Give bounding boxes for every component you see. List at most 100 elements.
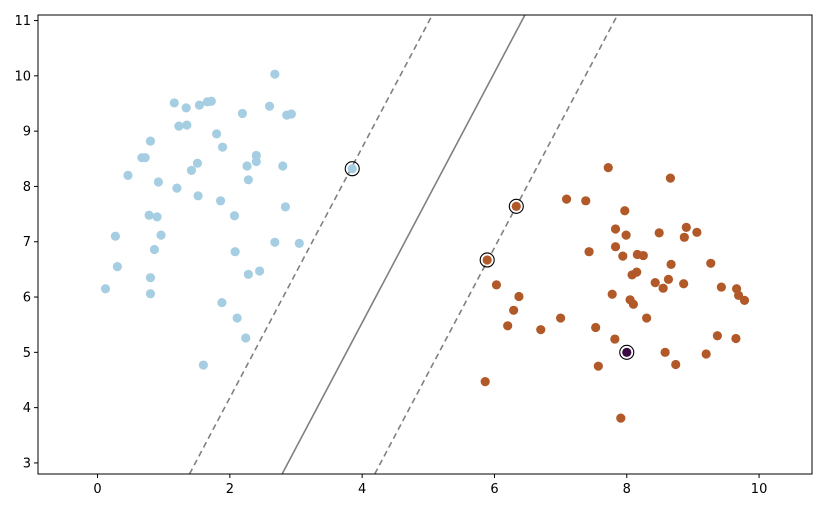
data-point-class-b [666,259,676,270]
class-b-points [480,163,750,423]
data-point-class-a [237,108,248,119]
data-point-class-a [149,244,160,255]
data-point-class-a [169,98,179,108]
x-tick-label: 0 [93,482,101,497]
data-point-class-a [145,289,156,299]
data-point-class-a [123,170,133,180]
data-point-class-b [706,258,716,268]
data-point-class-a [181,103,191,113]
data-point-class-a [215,196,226,206]
data-point-highlighted [622,347,632,357]
data-point-class-a [251,150,261,161]
data-point-class-b [663,274,674,284]
data-point-class-a [270,69,280,79]
data-point-class-a [153,177,163,187]
data-point-class-b [679,232,689,242]
data-point-class-a [241,333,251,343]
x-tick-label: 2 [226,482,234,497]
margin-line-lower [374,15,619,474]
y-tick-label: 11 [14,14,31,29]
data-point-class-a [270,237,280,247]
data-point-class-a [278,161,288,171]
data-point-class-b [665,173,676,183]
data-point-class-b [480,377,490,387]
data-point-class-a [243,175,253,185]
support-vector-ring [479,252,495,268]
x-tick-label: 4 [358,482,366,497]
data-point-class-a [172,183,182,193]
data-point-class-b [654,228,664,238]
data-point-class-b [632,267,642,277]
y-axis: 3 4 5 6 7 8 9 10 11 [14,14,38,471]
data-point-class-b [581,196,591,206]
data-point-class-a [230,247,240,257]
support-vector-ring [508,198,524,214]
y-tick-label: 9 [23,125,31,140]
data-point-class-b [658,283,668,293]
data-point-class-a [174,121,184,131]
data-point-class-b [607,289,617,299]
data-point-class-a [145,136,156,146]
data-point-class-b [716,282,726,292]
data-point-class-a [229,211,240,221]
y-tick-label: 5 [23,346,31,361]
data-point-class-a [243,269,253,279]
data-point-class-a [212,129,222,139]
plot-area [188,15,619,474]
support-vector-ring [344,161,360,177]
data-point-class-a [286,109,296,119]
data-point-class-b [679,279,689,289]
data-point-class-a [182,120,192,130]
data-point-class-b [616,413,626,423]
y-tick-label: 6 [23,291,31,306]
data-point-class-b [671,359,681,370]
data-point-class-a [152,212,162,222]
data-point-class-a [264,101,275,111]
data-point-class-a [140,153,150,163]
data-point-class-b [620,206,630,216]
support-vector-ring [619,344,635,360]
data-point-class-b [618,251,628,261]
data-point-class-b [650,278,660,288]
y-tick-label: 7 [23,235,31,250]
data-point-class-b [610,242,621,252]
data-point-class-a [144,210,154,220]
data-point-class-b [603,163,613,173]
decision-boundary-line [281,15,526,474]
data-point-class-a [112,262,122,272]
data-point-class-b [514,291,524,302]
y-tick-label: 8 [23,180,31,195]
data-point-class-b [511,201,521,211]
data-point-class-a [294,238,304,248]
data-point-class-b [628,299,638,309]
data-point-class-b [638,250,648,261]
data-point-class-a [198,360,208,370]
data-point-class-b [701,349,711,359]
data-point-class-b [482,255,492,265]
data-point-class-b [660,347,670,357]
data-point-class-a [255,266,265,276]
data-point-class-b [731,333,741,344]
data-point-class-b [491,280,502,290]
data-point-class-a [156,230,166,240]
data-point-class-a [217,142,228,152]
x-tick-label: 10 [751,482,768,497]
data-point-class-a [186,165,197,175]
y-tick-label: 4 [23,401,31,416]
data-point-class-b [536,325,546,335]
data-point-class-a [110,231,120,241]
data-point-class-b [692,227,702,237]
data-point-class-b [591,322,601,333]
data-point-class-b [556,313,566,323]
data-point-class-a [206,96,216,106]
data-point-class-b [712,331,723,341]
margin-line-upper [188,15,433,474]
data-point-class-a [194,100,205,110]
data-point-class-b [509,305,519,315]
data-point-class-b [681,222,691,232]
data-point-class-a [192,158,203,168]
x-tick-label: 8 [623,482,631,497]
data-point-class-b [739,295,750,305]
x-tick-label: 6 [490,482,498,497]
